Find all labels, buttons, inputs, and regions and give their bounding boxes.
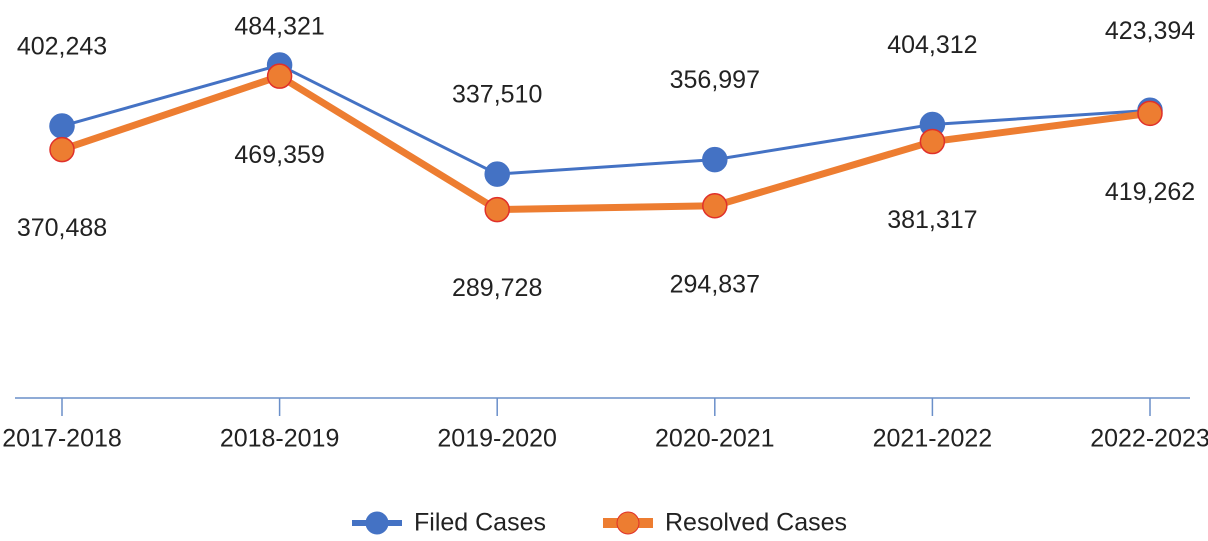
marker — [49, 113, 75, 139]
x-tick-label: 2019-2020 — [437, 425, 557, 453]
marker — [484, 196, 510, 223]
legend-label: Filed Cases — [414, 509, 546, 537]
x-tick-label: 2022-2023 — [1090, 425, 1208, 453]
x-tick-label: 2018-2019 — [220, 425, 340, 453]
data-label: 402,243 — [17, 33, 107, 61]
legend-marker — [616, 511, 640, 535]
data-label: 381,317 — [887, 206, 977, 234]
series-line — [61, 63, 1151, 176]
marker — [919, 128, 946, 155]
series-line — [60, 72, 1151, 214]
data-label: 469,359 — [234, 141, 324, 169]
marker — [1137, 100, 1163, 127]
marker — [49, 136, 75, 163]
data-label: 484,321 — [234, 13, 324, 41]
data-label: 370,488 — [17, 214, 107, 242]
x-tick-label: 2021-2022 — [873, 425, 993, 453]
data-label: 289,728 — [452, 274, 542, 302]
data-label: 423,394 — [1105, 17, 1195, 45]
x-tick-label: 2017-2018 — [2, 425, 122, 453]
data-label: 294,837 — [670, 270, 760, 298]
marker — [702, 193, 728, 219]
marker — [484, 161, 510, 187]
marker — [702, 146, 728, 173]
data-label: 356,997 — [670, 66, 760, 94]
x-tick-label: 2020-2021 — [655, 425, 775, 453]
legend-marker — [365, 511, 389, 535]
data-label: 337,510 — [452, 81, 542, 109]
data-label: 404,312 — [887, 31, 977, 59]
data-label: 419,262 — [1105, 178, 1195, 206]
legend-label: Resolved Cases — [665, 509, 847, 537]
marker — [266, 63, 293, 89]
